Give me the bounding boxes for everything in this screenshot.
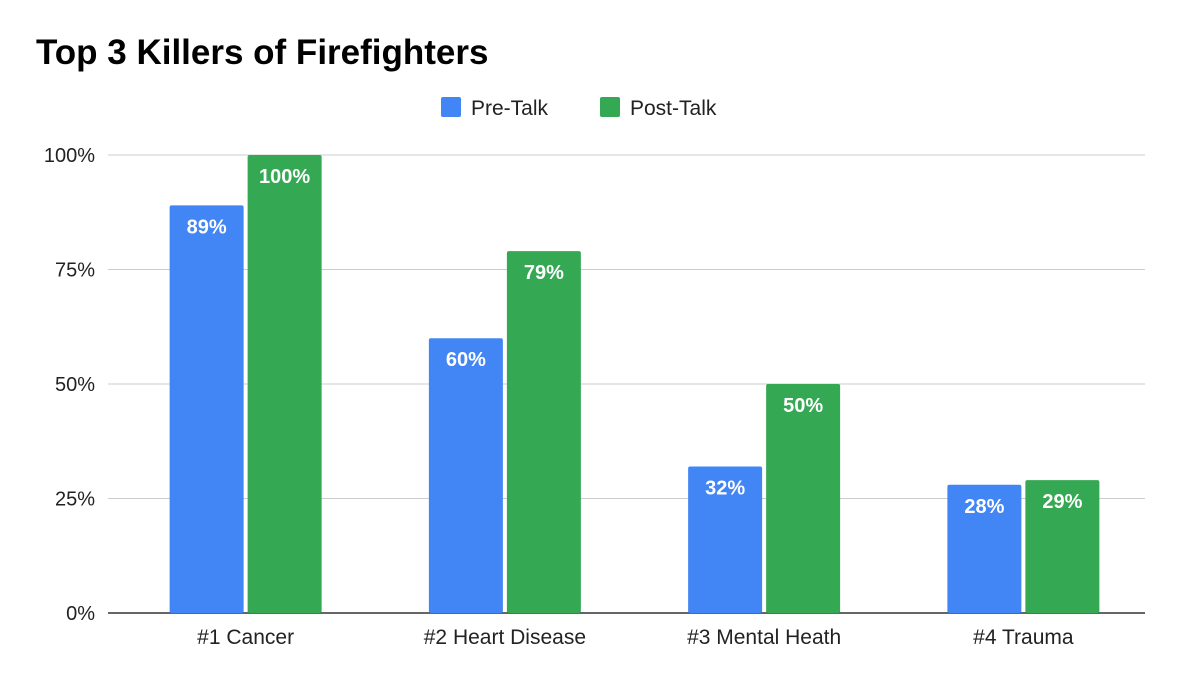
legend-label: Post-Talk <box>630 97 717 120</box>
y-tick-label: 100% <box>44 145 95 167</box>
bar-pre-talk <box>169 205 244 613</box>
bar-pre-talk <box>428 338 503 613</box>
data-label: 29% <box>1042 491 1082 513</box>
data-label: 28% <box>964 496 1004 518</box>
data-label: 89% <box>187 216 227 238</box>
x-tick-label: #4 Trauma <box>973 626 1074 649</box>
data-label: 32% <box>705 477 745 499</box>
legend-label: Pre-Talk <box>471 97 549 120</box>
x-axis: #1 Cancer #2 Heart Disease #3 Mental Heath… <box>197 626 1074 649</box>
legend: Pre-Talk Post-Talk <box>441 97 717 120</box>
bars: 89% 100% 60% 79% 32% 50% 28% 29% <box>169 155 1100 613</box>
legend-swatch-1 <box>600 97 620 117</box>
y-tick-label: 0% <box>66 603 95 625</box>
bar-post-talk <box>766 384 841 613</box>
data-label: 50% <box>783 395 823 417</box>
bar-pre-talk <box>688 466 763 613</box>
y-axis: 0% 25% 50% 75% 100% <box>44 145 95 625</box>
data-label: 79% <box>524 262 564 284</box>
legend-swatch-0 <box>441 97 461 117</box>
data-label: 100% <box>259 166 310 188</box>
x-tick-label: #2 Heart Disease <box>424 626 586 649</box>
bar-post-talk <box>247 155 322 613</box>
data-label: 60% <box>446 349 486 371</box>
x-tick-label: #3 Mental Heath <box>687 626 841 649</box>
bar-post-talk <box>1025 480 1100 613</box>
x-tick-label: #1 Cancer <box>197 626 294 649</box>
chart-title: Top 3 Killers of Firefighters <box>36 33 488 72</box>
y-tick-label: 25% <box>55 489 95 511</box>
bar-pre-talk <box>947 484 1022 613</box>
bar-post-talk <box>506 251 581 613</box>
y-tick-label: 75% <box>55 260 95 282</box>
y-tick-label: 50% <box>55 374 95 396</box>
